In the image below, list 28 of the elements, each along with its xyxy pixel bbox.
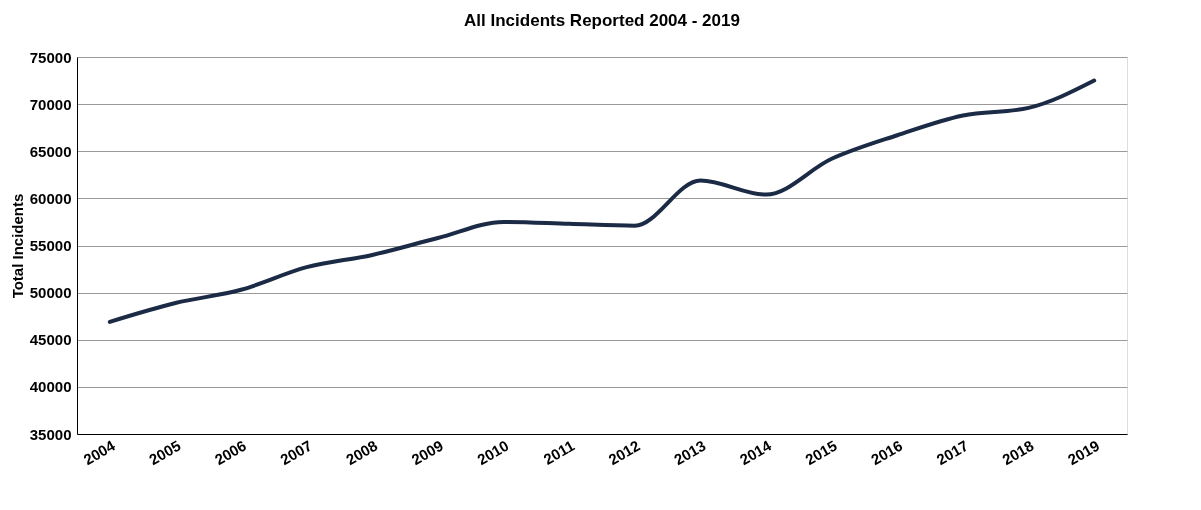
x-tick-label: 2019 <box>1064 436 1103 469</box>
x-tick-label: 2017 <box>933 436 971 469</box>
x-tick-label: 2018 <box>999 436 1037 469</box>
x-tick-label: 2010 <box>474 436 512 469</box>
x-tick-label: 2007 <box>277 436 315 469</box>
line-series <box>107 78 1097 324</box>
y-tick-label: 35000 <box>29 425 72 443</box>
x-tick-label: 2006 <box>211 436 250 469</box>
x-tick-label: 2008 <box>342 436 381 469</box>
x-tick-label: 2012 <box>605 436 643 469</box>
y-tick-label: 55000 <box>29 237 72 254</box>
y-tick-label: 40000 <box>29 378 72 396</box>
x-tick-label: 2005 <box>146 436 184 469</box>
y-tick-label: 45000 <box>29 331 72 349</box>
x-tick-label: 2016 <box>867 436 906 469</box>
y-tick-label: 75000 <box>29 48 72 66</box>
chart-title: All Incidents Reported 2004 - 2019 <box>464 11 740 30</box>
y-tick-label: 50000 <box>29 284 72 302</box>
y-tick-label: 60000 <box>29 189 72 207</box>
y-tick-label: 65000 <box>29 142 72 160</box>
x-tick-label: 2004 <box>80 436 119 469</box>
x-tick-label: 2011 <box>540 436 578 468</box>
x-tick-label: 2013 <box>671 436 709 469</box>
x-tick-label: 2014 <box>736 436 775 469</box>
x-tick-label: 2009 <box>408 436 446 469</box>
x-tick-label: 2015 <box>802 436 840 469</box>
y-axis-title: Total Incidents <box>8 193 26 299</box>
y-tick-label: 70000 <box>29 95 72 113</box>
